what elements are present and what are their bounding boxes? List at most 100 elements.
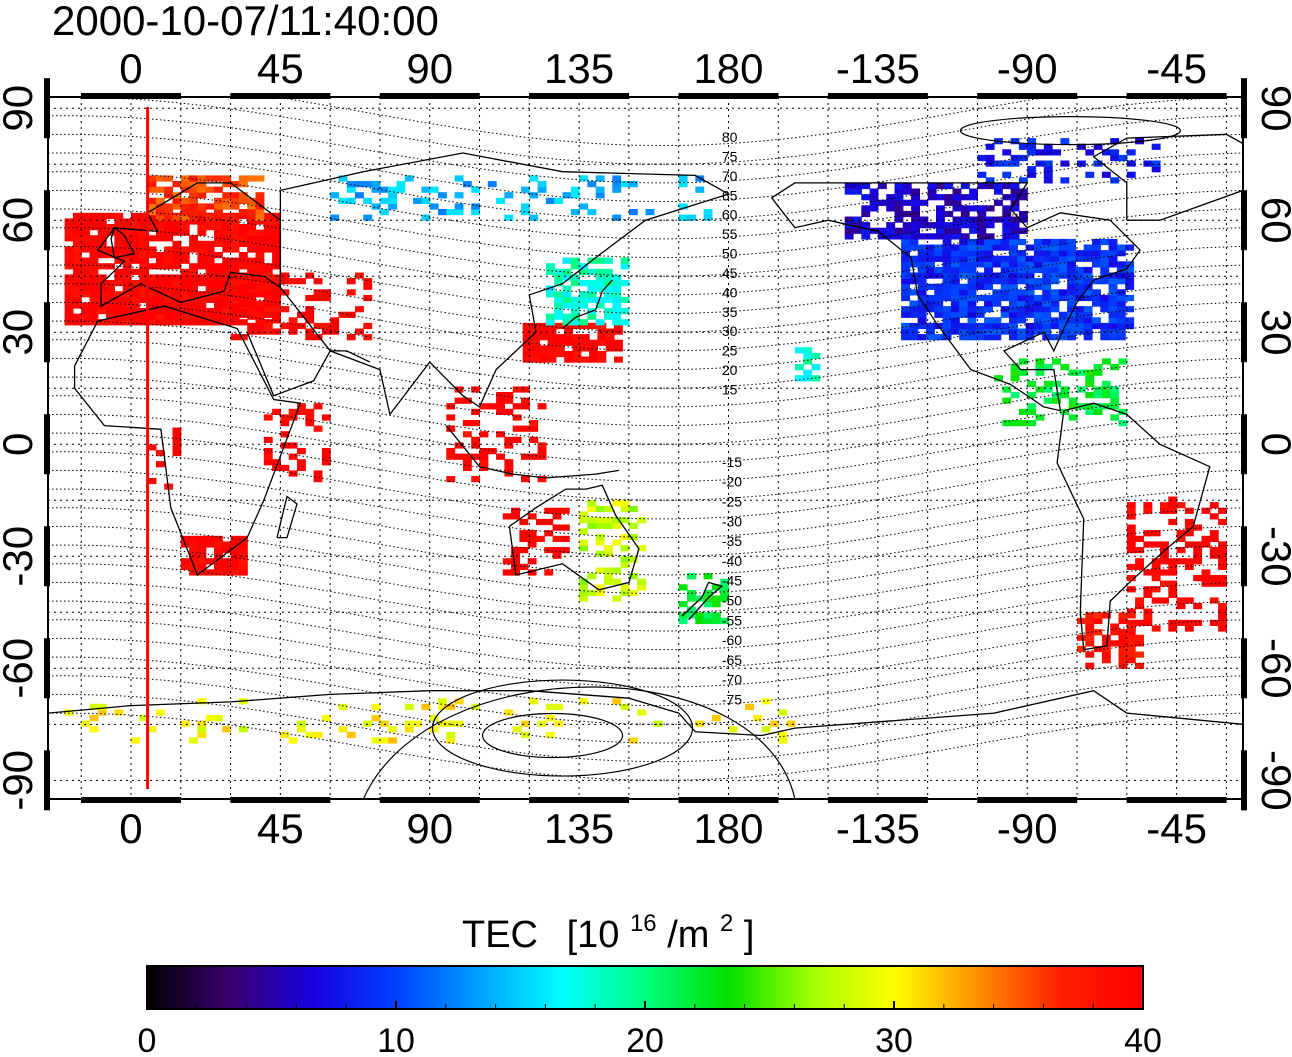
tec-cell xyxy=(975,244,985,251)
tec-cell xyxy=(967,250,977,257)
tec-cell xyxy=(205,175,215,182)
tec-cell xyxy=(288,453,298,460)
tec-cell xyxy=(1050,266,1060,274)
tec-cell xyxy=(1010,188,1020,195)
tec-cell xyxy=(1126,645,1136,653)
frame-tick-bar xyxy=(44,302,50,363)
tec-cell xyxy=(1092,300,1101,307)
tec-cell xyxy=(944,182,954,190)
tec-cell xyxy=(147,319,157,326)
tec-cell xyxy=(247,218,257,225)
tec-cell xyxy=(247,322,257,330)
tec-cell xyxy=(1209,502,1219,509)
tec-cell xyxy=(338,175,348,182)
tec-cell xyxy=(1052,397,1061,404)
tec-cell xyxy=(247,296,257,303)
tec-cell xyxy=(645,209,655,216)
tec-cell xyxy=(1025,272,1035,279)
tec-cell xyxy=(180,285,190,292)
tec-cell xyxy=(1067,261,1076,268)
tec-cell xyxy=(604,257,613,264)
tec-cell xyxy=(1160,507,1169,514)
tec-cell xyxy=(89,218,99,225)
tec-cell xyxy=(72,285,82,292)
dip-contour-label: 80 xyxy=(722,129,738,145)
tec-cell xyxy=(1085,408,1095,415)
tec-cell xyxy=(222,563,232,570)
tec-cell xyxy=(950,306,960,313)
tec-cell xyxy=(106,224,115,231)
tec-cell xyxy=(678,181,688,188)
frame-tick-bar xyxy=(230,797,331,803)
tec-cell xyxy=(272,218,281,225)
tec-cell xyxy=(247,263,257,270)
tec-cell xyxy=(222,203,232,210)
tec-cell xyxy=(297,278,306,285)
tec-cell xyxy=(1110,629,1120,636)
tec-cell xyxy=(97,709,107,716)
tec-cell xyxy=(1125,272,1135,279)
tec-cell xyxy=(620,703,630,710)
tec-cell xyxy=(230,280,240,287)
tec-cell xyxy=(1125,294,1135,302)
tec-cell xyxy=(504,392,514,399)
tec-cell xyxy=(909,300,919,307)
frame-tick-bar xyxy=(827,93,928,99)
tec-cell xyxy=(967,244,977,251)
tec-cell xyxy=(703,214,713,221)
tec-cell xyxy=(1009,278,1018,285)
tec-cell xyxy=(421,197,431,204)
tec-cell xyxy=(454,192,464,199)
tec-cell xyxy=(564,350,574,358)
tec-cell xyxy=(214,302,223,309)
tec-cell xyxy=(521,425,530,432)
tec-cell xyxy=(147,296,157,303)
tec-cell xyxy=(214,209,223,216)
tec-cell xyxy=(238,192,248,199)
colorbar-tick-label: 20 xyxy=(626,1022,664,1057)
tec-cell xyxy=(529,698,539,705)
tec-cell xyxy=(197,563,207,570)
tec-cell xyxy=(969,205,978,212)
tec-cell xyxy=(917,322,927,330)
tec-cell xyxy=(263,278,273,285)
tec-cell xyxy=(1201,507,1211,514)
tec-cell xyxy=(280,731,290,738)
tec-cell xyxy=(1126,524,1136,531)
tec-cell xyxy=(527,513,537,520)
tec-cell xyxy=(562,291,572,298)
tec-cell xyxy=(180,214,190,221)
tec-cell xyxy=(539,350,549,358)
tec-cell xyxy=(197,291,207,298)
tec-cell xyxy=(429,715,439,722)
tec-cell xyxy=(147,175,157,182)
tec-cell xyxy=(247,268,257,275)
tec-cell xyxy=(172,433,182,440)
tec-cell xyxy=(189,274,198,281)
tec-cell xyxy=(967,255,977,262)
tec-cell xyxy=(214,218,223,225)
tec-cell xyxy=(122,235,132,242)
tec-cell xyxy=(919,216,929,223)
tec-cell xyxy=(180,720,190,727)
tec-cell xyxy=(959,289,969,296)
tec-cell xyxy=(238,197,248,204)
frame-tick-bar xyxy=(44,638,50,699)
tec-cell xyxy=(564,334,574,341)
tec-cell xyxy=(139,218,149,225)
tec-cell xyxy=(1000,261,1010,268)
tec-cell xyxy=(1017,278,1027,285)
tec-cell xyxy=(313,278,323,285)
tec-cell xyxy=(579,584,588,591)
tec-cell xyxy=(1100,255,1110,262)
tec-cell xyxy=(197,181,207,188)
tec-cell xyxy=(967,261,977,268)
tec-cell xyxy=(521,209,530,216)
dip-contour-label: -20 xyxy=(722,474,742,490)
tec-cell xyxy=(522,356,532,363)
tec-cell xyxy=(255,274,265,281)
tec-cell xyxy=(511,507,520,514)
tec-cell xyxy=(1093,645,1103,653)
frame-tick-bar xyxy=(1241,190,1247,251)
tec-cell xyxy=(338,197,348,204)
